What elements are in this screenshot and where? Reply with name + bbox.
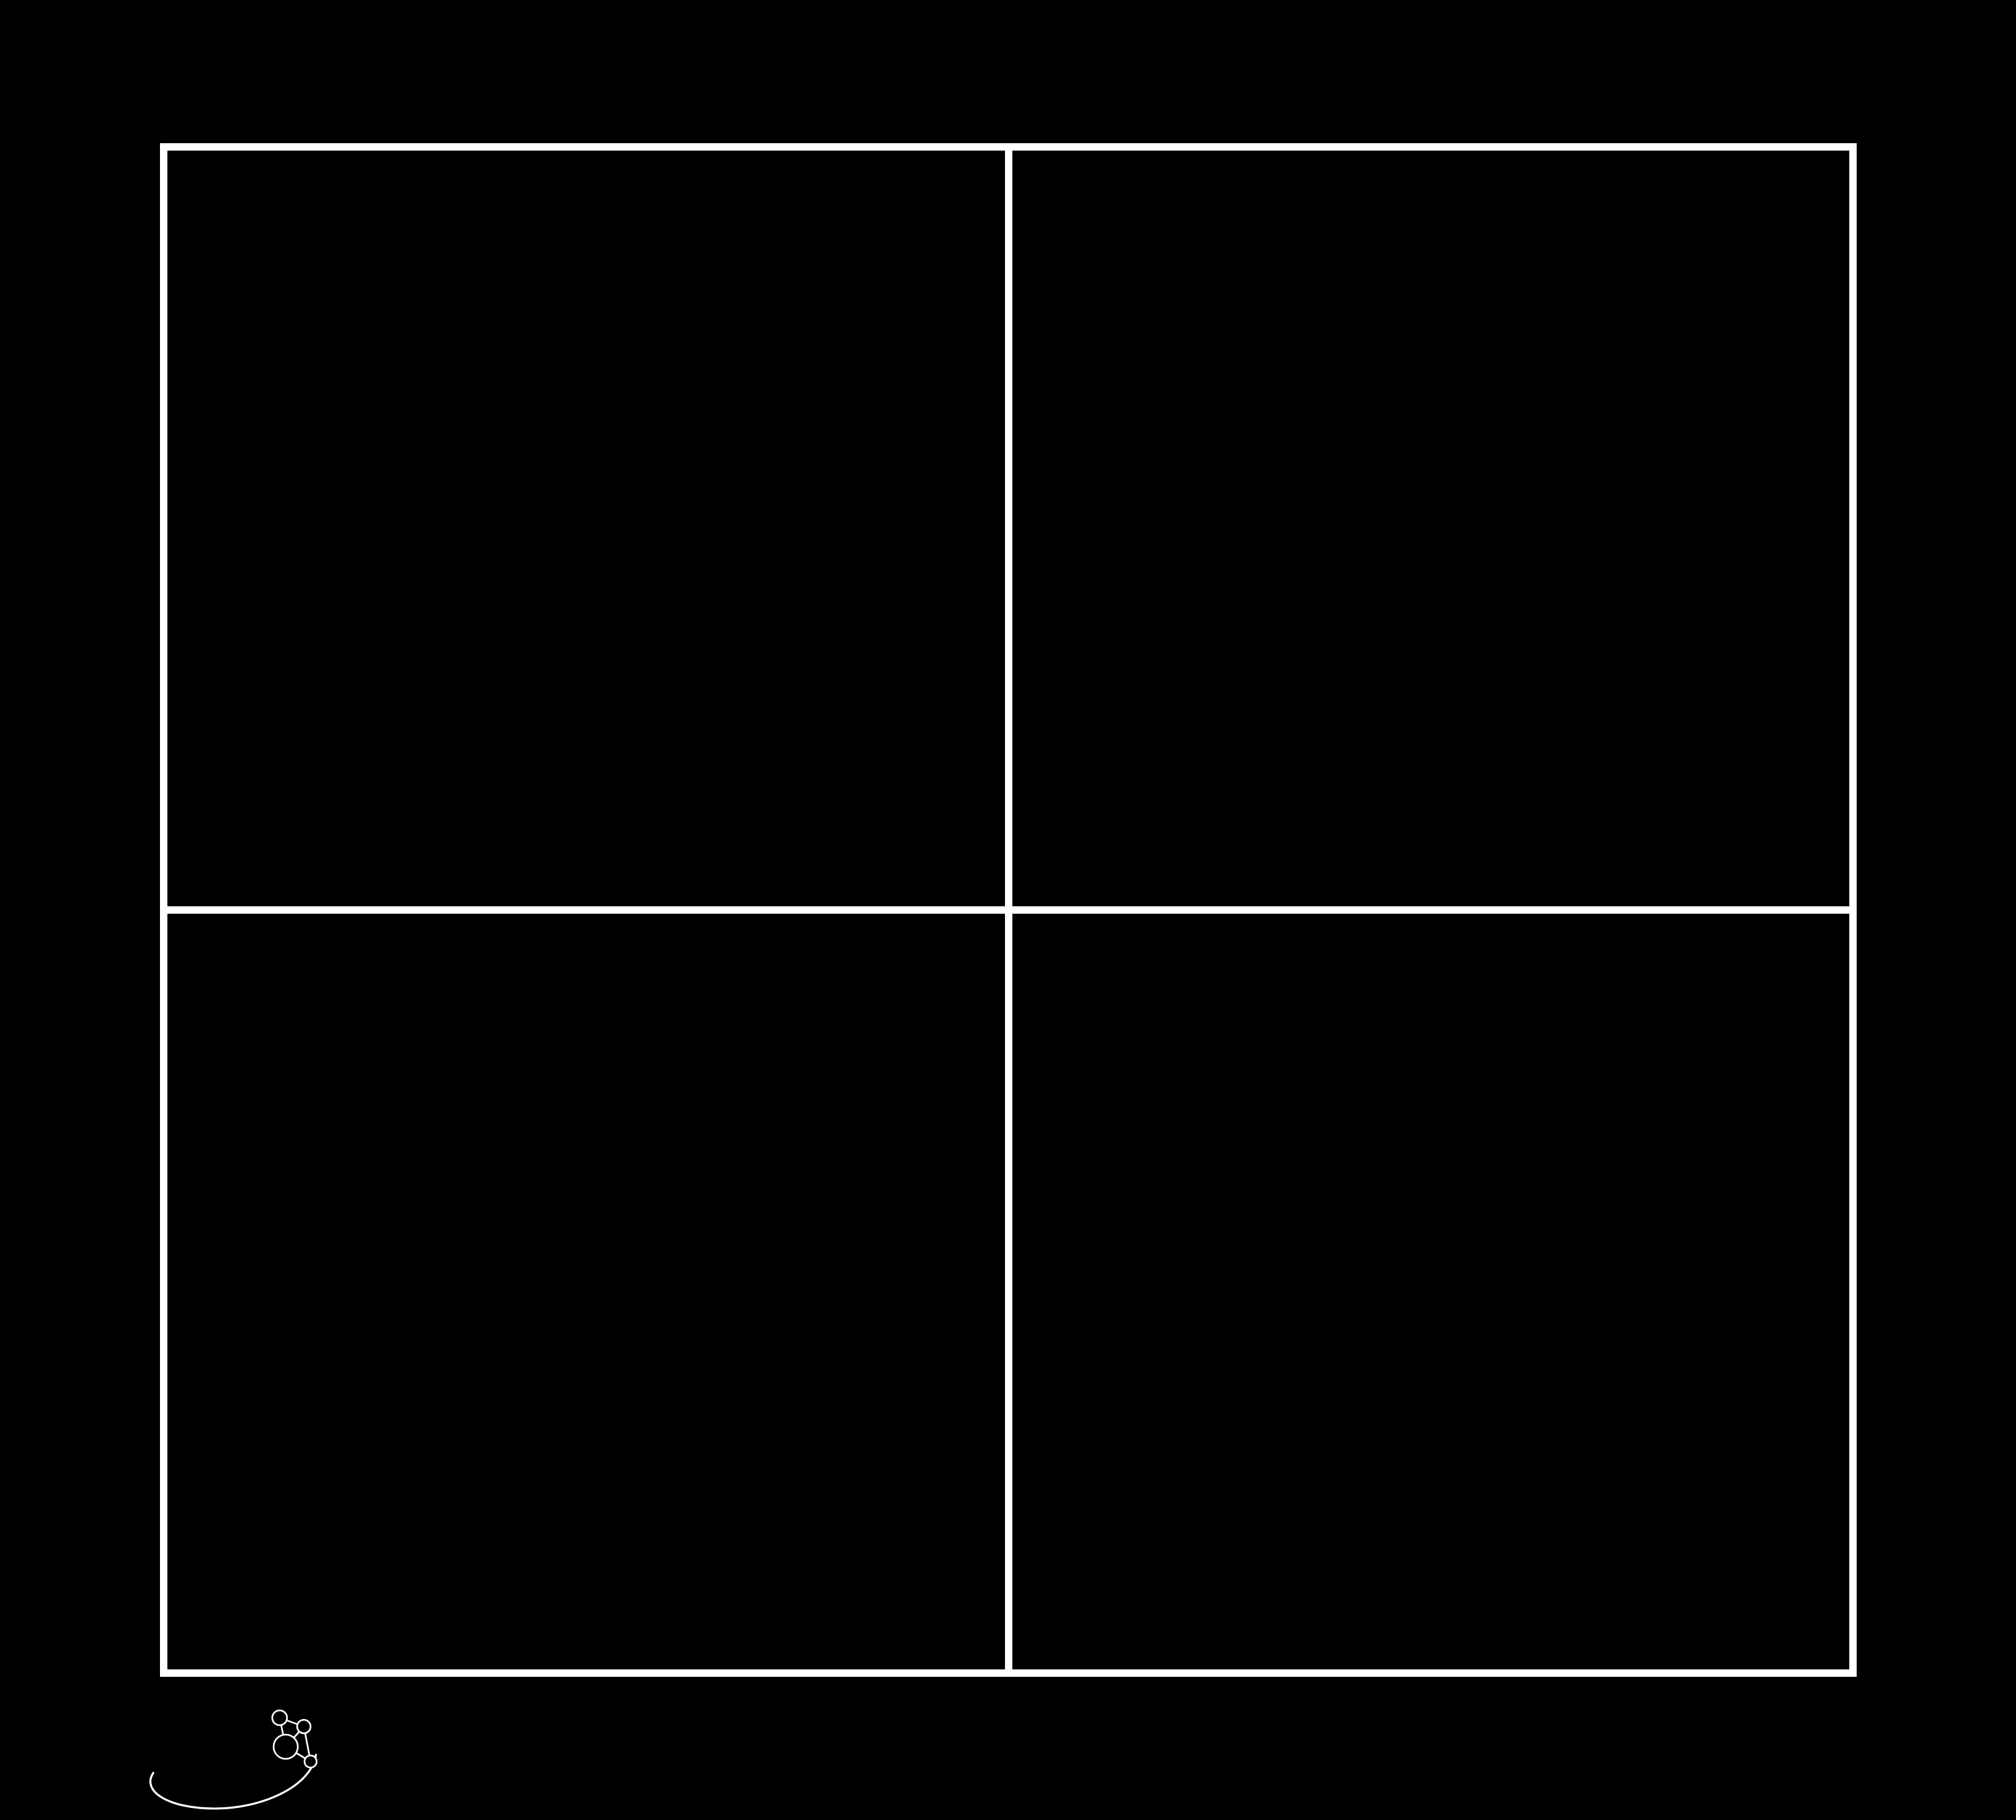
edgeleap-logo-icon xyxy=(149,1709,318,1810)
cytoscape-logo-icon xyxy=(1676,1730,1715,1773)
edgeleap-node-orange xyxy=(271,1709,288,1727)
network-graph-disease-class xyxy=(1012,914,1850,1669)
panel-disease-class xyxy=(1012,914,1850,1669)
cytoscape-icon-nodes xyxy=(1676,1730,1715,1773)
panel-nutrient-class xyxy=(167,914,1005,1669)
panel-disease-risk xyxy=(1012,151,1850,906)
edgeleap-node-pink xyxy=(296,1718,312,1735)
network-panels-grid xyxy=(160,143,1857,1677)
edgeleap-swoosh xyxy=(149,1753,317,1810)
panel-ingredient-disease xyxy=(167,151,1005,906)
network-graph-ingredient-disease xyxy=(167,151,1005,906)
edgeleap-node-blue xyxy=(272,1733,299,1760)
network-graph-nutrient-class xyxy=(167,914,1005,1669)
edgeleap-node-green xyxy=(303,1754,318,1769)
network-graph-disease-risk xyxy=(1012,151,1850,906)
edgeleap-logo-edges xyxy=(278,1716,312,1763)
